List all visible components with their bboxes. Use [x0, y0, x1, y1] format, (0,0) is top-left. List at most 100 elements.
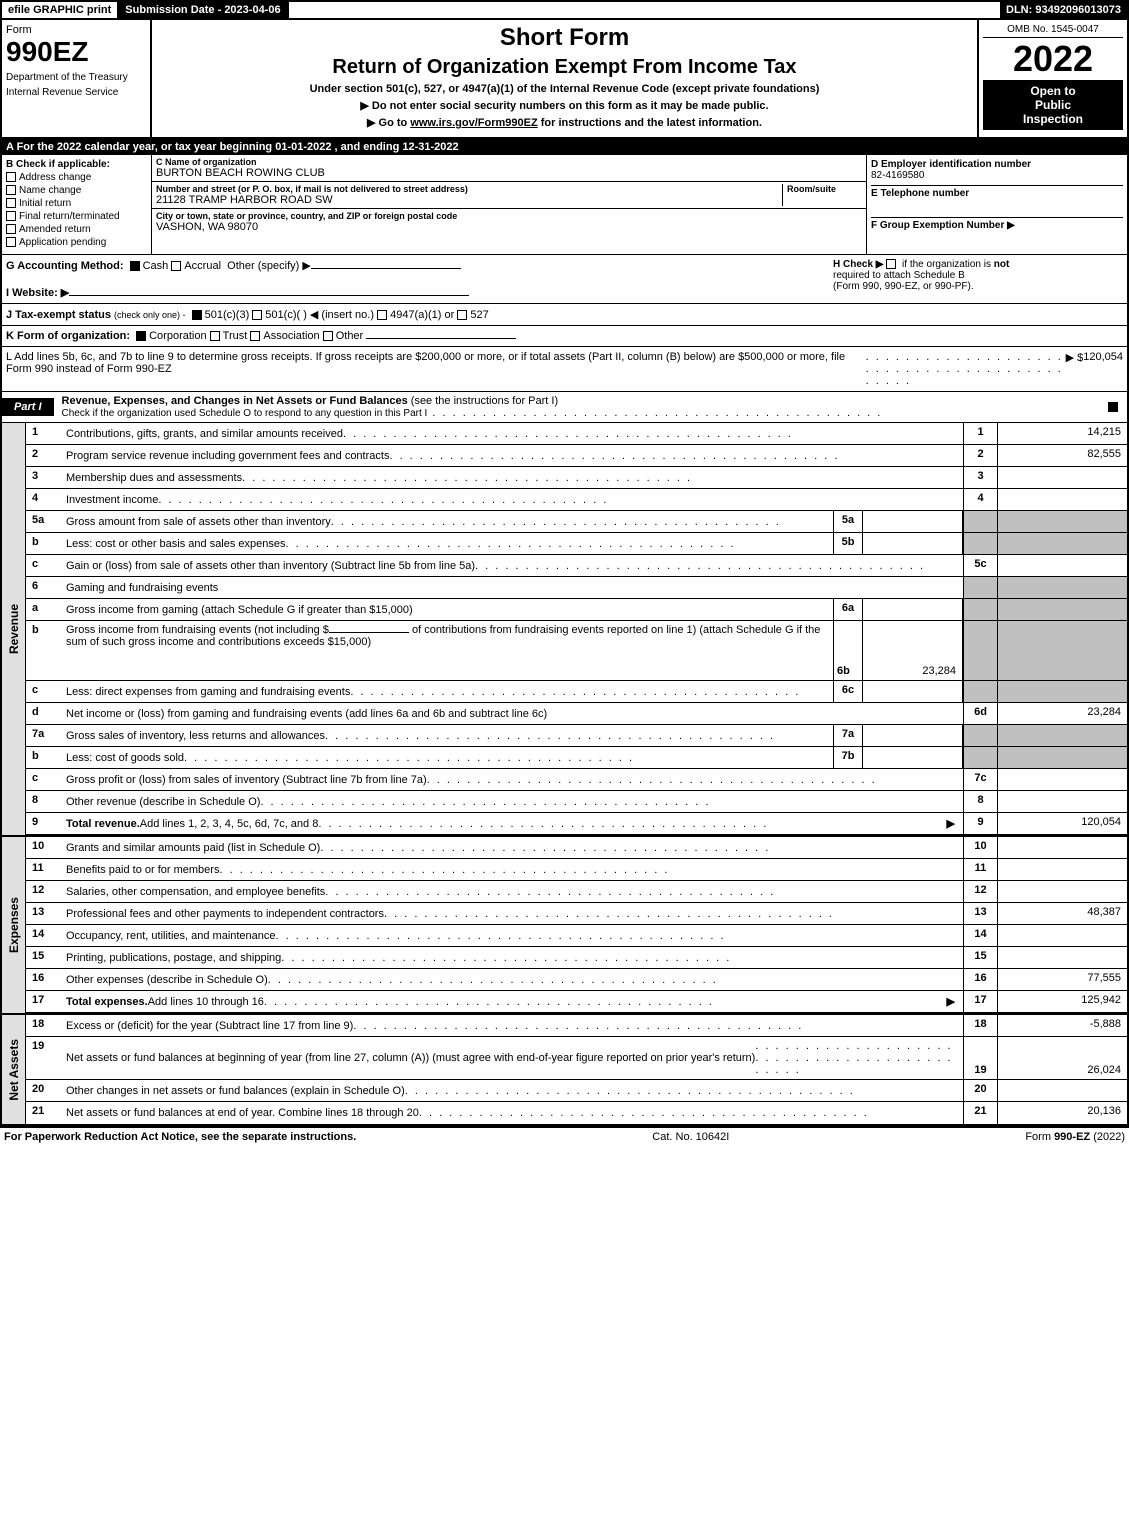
line-8: 8Other revenue (describe in Schedule O)8	[26, 791, 1127, 813]
line-9: 9Total revenue. Add lines 1, 2, 3, 4, 5c…	[26, 813, 1127, 835]
tel-label: E Telephone number	[871, 185, 1123, 199]
g-label: G Accounting Method:	[6, 260, 124, 272]
line-17: 17Total expenses. Add lines 10 through 1…	[26, 991, 1127, 1013]
sub3-prefix: ▶ Go to	[367, 117, 410, 129]
street-value: 21128 TRAMP HARBOR ROAD SW	[156, 194, 782, 206]
chk-cash-icon	[130, 261, 140, 271]
chk-4947[interactable]	[377, 310, 387, 320]
line-6c: cLess: direct expenses from gaming and f…	[26, 681, 1127, 703]
group-exempt-label: F Group Exemption Number ▶	[871, 217, 1123, 231]
line-4: 4Investment income4	[26, 489, 1127, 511]
part-i-header: Part I Revenue, Expenses, and Changes in…	[2, 392, 1127, 423]
i-website-label: I Website: ▶	[6, 287, 69, 299]
dept-treasury: Department of the Treasury	[6, 72, 146, 83]
irs-link[interactable]: www.irs.gov/Form990EZ	[410, 117, 537, 129]
chk-assoc[interactable]	[250, 331, 260, 341]
subtitle-2: ▶ Do not enter social security numbers o…	[156, 99, 973, 112]
chk-501c3-icon	[192, 310, 202, 320]
form-number: 990EZ	[6, 36, 146, 68]
chk-address-change[interactable]: Address change	[6, 172, 147, 183]
footer-right: Form 990-EZ (2022)	[1025, 1131, 1125, 1143]
chk-initial-return[interactable]: Initial return	[6, 198, 147, 209]
top-bar: efile GRAPHIC print Submission Date - 20…	[2, 2, 1127, 20]
j-opt4: 527	[470, 309, 488, 321]
chk-other[interactable]	[323, 331, 333, 341]
j-opt2: 501(c)( ) ◀ (insert no.)	[265, 309, 374, 321]
chk-527[interactable]	[457, 310, 467, 320]
line-12: 12Salaries, other compensation, and empl…	[26, 881, 1127, 903]
title-right: OMB No. 1545-0047 2022 Open to Public In…	[977, 20, 1127, 137]
line-6d: dNet income or (loss) from gaming and fu…	[26, 703, 1127, 725]
chk-trust[interactable]	[210, 331, 220, 341]
line-14: 14Occupancy, rent, utilities, and mainte…	[26, 925, 1127, 947]
org-name-value: BURTON BEACH ROWING CLUB	[156, 167, 862, 179]
line-7b: bLess: cost of goods sold7b	[26, 747, 1127, 769]
chk-amended[interactable]: Amended return	[6, 224, 147, 235]
expenses-side-label: Expenses	[2, 837, 26, 1013]
form-word: Form	[6, 24, 146, 36]
footer-center: Cat. No. 10642I	[356, 1131, 1025, 1143]
insp-3: Inspection	[987, 112, 1119, 126]
row-g-h: G Accounting Method: Cash Accrual Other …	[2, 255, 1127, 304]
efile-print-link[interactable]: efile GRAPHIC print	[2, 2, 119, 18]
l-value: 120,054	[1083, 351, 1123, 387]
k-other: Other	[336, 330, 364, 342]
line-13: 13Professional fees and other payments t…	[26, 903, 1127, 925]
chk-accrual[interactable]	[171, 261, 181, 271]
line-10: 10Grants and similar amounts paid (list …	[26, 837, 1127, 859]
chk-final-return[interactable]: Final return/terminated	[6, 211, 147, 222]
org-info-grid: B Check if applicable: Address change Na…	[2, 155, 1127, 255]
h-txt3: (Form 990, 990-EZ, or 990-PF).	[833, 281, 974, 292]
col-d-ein: D Employer identification number 82-4169…	[867, 155, 1127, 254]
col-b-header: B Check if applicable:	[6, 159, 147, 170]
line-6: 6Gaming and fundraising events	[26, 577, 1127, 599]
chk-name-change[interactable]: Name change	[6, 185, 147, 196]
line-3: 3Membership dues and assessments3	[26, 467, 1127, 489]
h-label: H Check ▶	[833, 259, 883, 270]
k-assoc: Association	[263, 330, 319, 342]
j-label: J Tax-exempt status	[6, 309, 111, 321]
chk-app-pending[interactable]: Application pending	[6, 237, 147, 248]
revenue-section: Revenue 1Contributions, gifts, grants, a…	[2, 423, 1127, 835]
line-18: 18Excess or (deficit) for the year (Subt…	[26, 1015, 1127, 1037]
row-k: K Form of organization: Corporation Trus…	[2, 326, 1127, 347]
chk-501c[interactable]	[252, 310, 262, 320]
footer-left: For Paperwork Reduction Act Notice, see …	[4, 1131, 356, 1143]
ein-label: D Employer identification number	[871, 159, 1123, 170]
k-corp: Corporation	[149, 330, 206, 342]
revenue-side-label: Revenue	[2, 423, 26, 835]
line-11: 11Benefits paid to or for members11	[26, 859, 1127, 881]
section-a-period: A For the 2022 calendar year, or tax yea…	[2, 139, 1127, 155]
line-5a: 5aGross amount from sale of assets other…	[26, 511, 1127, 533]
col-c-org-info: C Name of organization BURTON BEACH ROWI…	[152, 155, 867, 254]
l-text: L Add lines 5b, 6c, and 7b to line 9 to …	[6, 351, 866, 387]
insp-2: Public	[987, 98, 1119, 112]
part-i-tab: Part I	[2, 398, 54, 416]
g-other: Other (specify) ▶	[227, 260, 311, 272]
title-center: Short Form Return of Organization Exempt…	[152, 20, 977, 137]
line-7a: 7aGross sales of inventory, less returns…	[26, 725, 1127, 747]
ein-value: 82-4169580	[871, 170, 1123, 181]
line-6b: bGross income from fundraising events (n…	[26, 621, 1127, 681]
omb-number: OMB No. 1545-0047	[983, 24, 1123, 38]
form-container: efile GRAPHIC print Submission Date - 20…	[0, 0, 1129, 1126]
city-value: VASHON, WA 98070	[156, 221, 862, 233]
line-21: 21Net assets or fund balances at end of …	[26, 1102, 1127, 1124]
street-label: Number and street (or P. O. box, if mail…	[156, 184, 782, 194]
part-i-checkbox-icon	[1108, 402, 1118, 412]
row-l: L Add lines 5b, 6c, and 7b to line 9 to …	[2, 347, 1127, 392]
h-not: not	[994, 259, 1010, 270]
org-name-label: C Name of organization	[156, 157, 862, 167]
main-title: Return of Organization Exempt From Incom…	[156, 56, 973, 79]
chk-h[interactable]	[886, 259, 896, 269]
subtitle-3: ▶ Go to www.irs.gov/Form990EZ for instru…	[156, 116, 973, 129]
j-opt1: 501(c)(3)	[205, 309, 250, 321]
row-j: J Tax-exempt status (check only one) - 5…	[2, 304, 1127, 326]
k-trust: Trust	[223, 330, 248, 342]
inspection-badge: Open to Public Inspection	[983, 80, 1123, 130]
j-opt3: 4947(a)(1) or	[390, 309, 454, 321]
g-accrual: Accrual	[184, 260, 221, 272]
line-16: 16Other expenses (describe in Schedule O…	[26, 969, 1127, 991]
sub3-suffix: for instructions and the latest informat…	[538, 117, 762, 129]
line-20: 20Other changes in net assets or fund ba…	[26, 1080, 1127, 1102]
